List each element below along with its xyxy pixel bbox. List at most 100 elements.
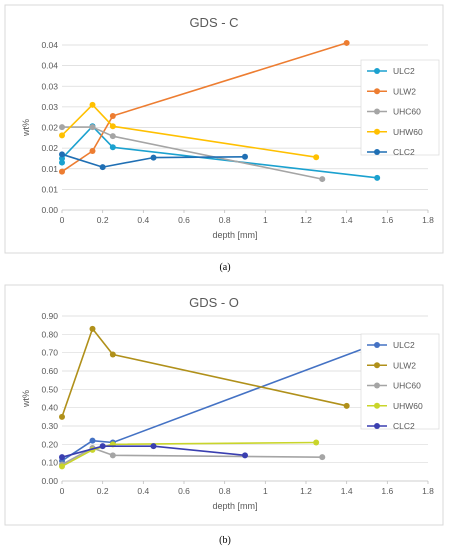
legend-box <box>360 59 440 156</box>
legend-swatch-marker <box>374 342 380 348</box>
x-tick-label: 0.4 <box>137 486 149 496</box>
x-tick-label: 0.2 <box>97 215 109 225</box>
data-point <box>89 148 96 155</box>
data-point <box>319 454 326 461</box>
data-point <box>59 159 65 166</box>
x-tick-label: 1 <box>263 486 268 496</box>
x-tick-label: 0.6 <box>178 486 190 496</box>
x-tick-label: 1.8 <box>422 486 434 496</box>
data-point <box>319 176 326 183</box>
x-tick-label: 1.4 <box>341 215 353 225</box>
y-tick-label: 0.01 <box>41 164 58 174</box>
legend: ULC2 ULW2 UHC60 UHW60 CLC2 <box>360 333 440 431</box>
data-point <box>59 463 65 470</box>
y-tick-label: 0.03 <box>41 102 58 112</box>
y-tick-label: 0.10 <box>41 458 58 468</box>
chart-title: GDS - C <box>189 15 238 30</box>
series-clc2 <box>59 443 248 461</box>
y-tick-label: 0.00 <box>41 205 58 215</box>
legend-label: ULW2 <box>393 86 416 96</box>
x-tick-label: 0 <box>60 486 65 496</box>
legend-swatch-marker <box>374 362 380 369</box>
legend-swatch-marker <box>374 128 380 135</box>
legend-swatch-marker <box>374 88 380 95</box>
legend-swatch-marker <box>374 68 380 74</box>
legend-swatch-marker <box>374 149 380 155</box>
y-tick-label: 0.02 <box>41 143 58 153</box>
legend-label: ULW2 <box>393 360 416 370</box>
legend-label: ULC2 <box>393 340 415 350</box>
x-axis-title: depth [mm] <box>212 501 257 511</box>
data-point <box>109 133 116 140</box>
y-axis-title: wt% <box>21 119 31 137</box>
x-tick-label: 0.4 <box>137 215 149 225</box>
legend-swatch-marker <box>374 108 380 115</box>
data-point <box>109 351 116 358</box>
x-tick-label: 0.6 <box>178 215 190 225</box>
legend-label: UHW60 <box>393 127 423 137</box>
panel-label: (a) <box>219 262 230 273</box>
data-point <box>109 112 116 119</box>
data-point <box>313 154 320 161</box>
data-point <box>242 452 248 459</box>
legend-box <box>360 333 440 430</box>
series-ulw2 <box>59 325 350 420</box>
y-tick-label: 0.20 <box>41 439 58 449</box>
y-tick-label: 0.80 <box>41 329 58 339</box>
y-tick-label: 0.30 <box>41 421 58 431</box>
data-point <box>59 454 65 461</box>
y-tick-label: 0.60 <box>41 366 58 376</box>
data-point <box>150 443 157 450</box>
series-ulw2 <box>59 39 350 175</box>
y-tick-label: 0.04 <box>41 40 58 50</box>
series-line <box>61 447 323 466</box>
data-point <box>59 124 65 131</box>
data-point <box>89 124 96 131</box>
y-tick-label: 0.70 <box>41 348 58 358</box>
y-tick-label: 0.04 <box>41 61 58 71</box>
legend-label: CLC2 <box>393 147 415 157</box>
data-point <box>109 123 116 130</box>
legend-swatch-marker <box>374 402 380 409</box>
panel-label: (b) <box>219 535 231 546</box>
series-uhw60 <box>59 101 320 161</box>
data-point <box>89 437 96 444</box>
x-tick-label: 1.6 <box>381 215 393 225</box>
data-point <box>313 439 320 446</box>
data-point <box>59 132 65 139</box>
y-tick-label: 0.50 <box>41 384 58 394</box>
chart-panel-0: GDS - C 0.00 0.01 0.01 0.02 0.02 0.03 0.03 0.04 0… <box>4 4 444 254</box>
y-tick-label: 0.40 <box>41 403 58 413</box>
data-point <box>89 325 96 332</box>
legend: ULC2 ULW2 UHC60 UHW60 CLC2 <box>360 59 440 157</box>
y-tick-label: 0.01 <box>41 184 58 194</box>
data-point <box>59 413 65 420</box>
legend-swatch-marker <box>374 382 380 389</box>
x-axis-title: depth [mm] <box>212 230 257 240</box>
chart-title: GDS - O <box>189 295 239 310</box>
data-point <box>59 155 65 162</box>
legend-label: UHC60 <box>393 381 421 391</box>
x-tick-label: 0 <box>60 215 65 225</box>
data-point <box>59 151 65 158</box>
series-line <box>61 327 347 418</box>
series-line <box>61 42 347 173</box>
legend-swatch-marker <box>374 423 380 429</box>
y-tick-label: 0.90 <box>41 311 58 321</box>
y-tick-label: 0.00 <box>41 476 58 486</box>
legend-label: UHC60 <box>393 107 421 117</box>
x-tick-label: 1.2 <box>300 486 312 496</box>
series-clc2 <box>59 151 248 171</box>
series-line <box>61 445 246 458</box>
series-line <box>61 104 317 158</box>
x-tick-label: 0.8 <box>219 215 231 225</box>
data-point <box>59 168 65 175</box>
x-tick-label: 0.8 <box>219 486 231 496</box>
y-axis-title: wt% <box>21 390 31 408</box>
data-point <box>89 101 96 108</box>
data-point <box>99 443 106 450</box>
legend-label: UHW60 <box>393 401 423 411</box>
data-point <box>99 164 106 171</box>
series-line <box>61 153 246 168</box>
